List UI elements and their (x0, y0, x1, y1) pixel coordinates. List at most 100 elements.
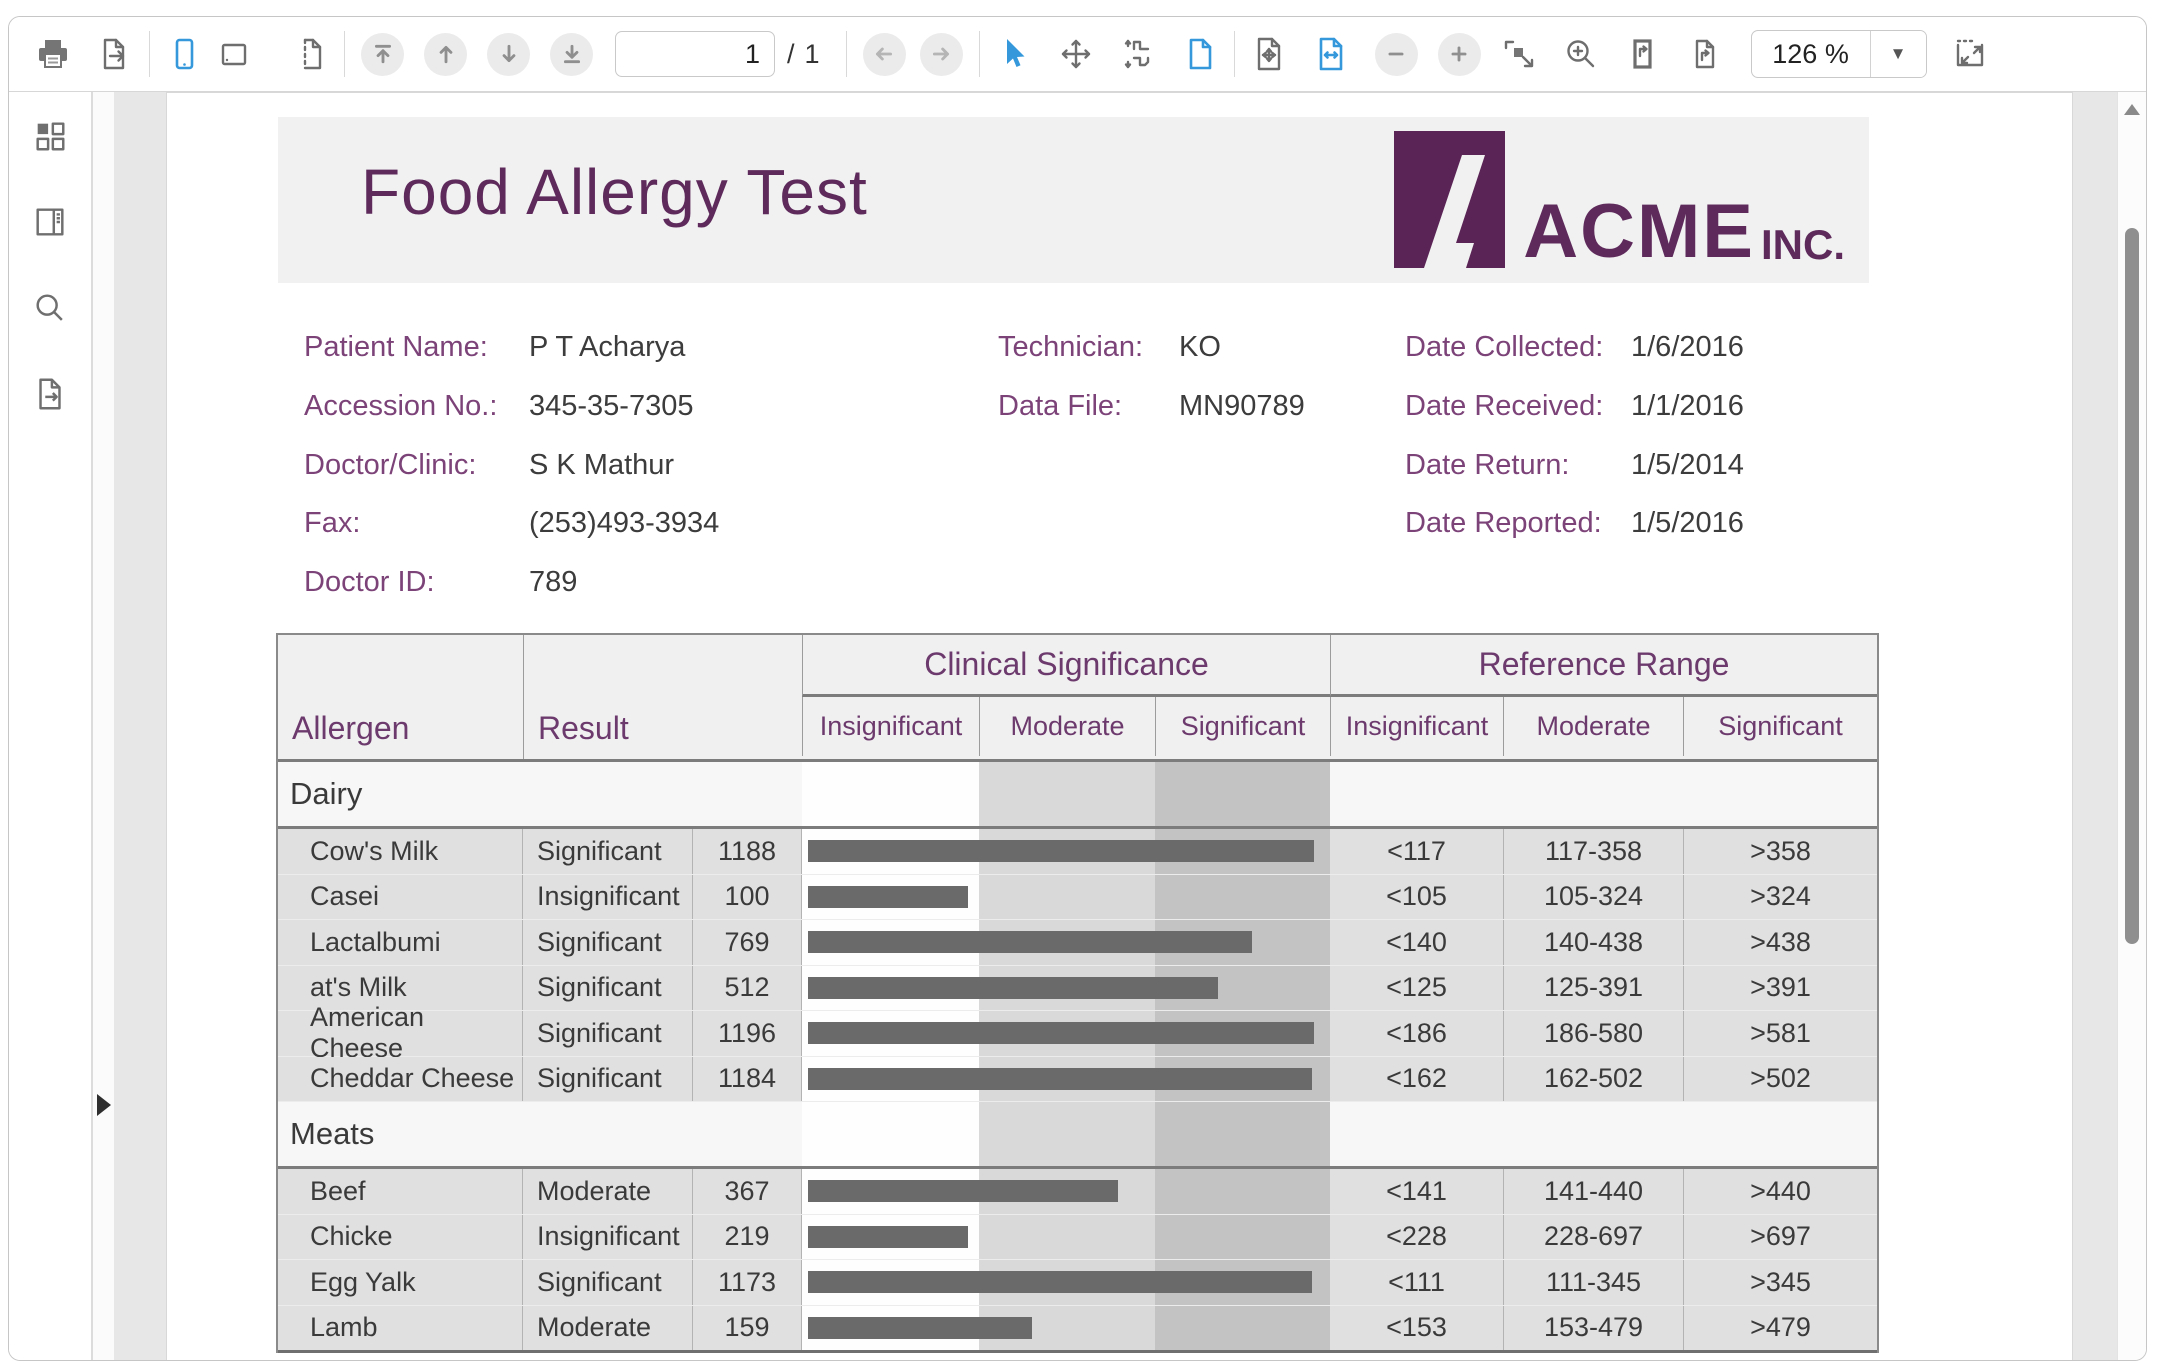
info-label: Date Reported: (1405, 507, 1602, 540)
info-label: Data File: (998, 389, 1123, 422)
rr-significant-cell: >345 (1683, 1260, 1877, 1305)
back-button[interactable] (862, 32, 906, 76)
magnifier-button[interactable] (1563, 36, 1599, 72)
two-page-view-button[interactable] (216, 36, 252, 72)
two-page-view-icon (221, 43, 247, 66)
allergen-cell: Cheddar Cheese (278, 1056, 523, 1101)
allergy-table: Clinical Significance Reference Range In… (276, 633, 1879, 1353)
rr-significant-cell: >697 (1683, 1214, 1877, 1259)
rr-insignificant-cell: <105 (1330, 874, 1503, 919)
portrait-orientation-button[interactable] (1625, 36, 1661, 72)
page-number-input[interactable] (615, 31, 775, 77)
info-value: P T Acharya (529, 331, 686, 363)
info-mid-labels: Technician: Data File: (998, 331, 1143, 449)
info-label: Date Received: (1405, 389, 1604, 422)
info-label: Date Collected: (1405, 331, 1604, 363)
info-value: 1/1/2016 (1631, 389, 1744, 422)
result-cell: Insignificant (523, 1214, 693, 1259)
subheader-moderate: Moderate (1503, 697, 1683, 756)
table-group-row: Meats (278, 1102, 1877, 1169)
zoom-combobox[interactable]: 126 % ▼ (1750, 30, 1927, 78)
sidebar-export-button[interactable] (26, 370, 74, 418)
toolbar-separator (149, 31, 150, 77)
allergen-cell: Beef (278, 1169, 523, 1214)
page-outline-button[interactable] (1182, 36, 1218, 72)
info-value: (253)493-3934 (529, 507, 720, 540)
report-header-band: Food Allergy Test ACME INC. (278, 117, 1869, 283)
result-cell: Significant (523, 965, 693, 1010)
first-page-button[interactable] (361, 32, 404, 76)
magnifier-icon (1566, 40, 1594, 68)
zoom-out-button[interactable] (1374, 32, 1418, 76)
info-label: Technician: (998, 331, 1144, 363)
table-group-row: Dairy (278, 762, 1877, 829)
continuous-view-button[interactable] (292, 36, 328, 72)
significance-bar-track (808, 1169, 1324, 1214)
significance-bar (808, 1271, 1313, 1294)
rr-moderate-cell: 162-502 (1503, 1056, 1683, 1101)
page-orientation-button[interactable] (1687, 36, 1723, 72)
scrollbar-thumb[interactable] (2125, 228, 2139, 944)
vertical-scrollbar[interactable] (2117, 92, 2146, 1360)
single-page-view-button[interactable] (166, 36, 202, 72)
splitter-expand-icon[interactable] (97, 1094, 111, 1116)
allergen-cell: Casei (278, 874, 523, 919)
info-value: 789 (529, 566, 578, 599)
zoom-level: 126 % (1772, 38, 1849, 69)
significance-bar-track (808, 966, 1324, 1011)
allergen-cell: at's Milk (278, 965, 523, 1010)
rr-insignificant-cell: <125 (1330, 965, 1503, 1010)
rr-moderate-cell: 140-438 (1503, 920, 1683, 965)
rr-significant-cell: >479 (1683, 1305, 1877, 1350)
info-value: MN90789 (1179, 389, 1305, 422)
last-page-icon (563, 44, 580, 64)
panel-splitter[interactable] (93, 92, 114, 1360)
snap-guides-button[interactable] (1120, 36, 1156, 72)
last-page-button[interactable] (550, 32, 593, 76)
zoom-out-icon (1388, 52, 1404, 56)
info-label: Date Return: (1405, 448, 1570, 481)
significance-bar-track (808, 920, 1324, 965)
result-cell: Significant (523, 829, 693, 874)
info-right-values: 1/6/2016 1/1/2016 1/5/2014 1/5/2016 (1631, 331, 1744, 566)
page-outline-icon (1189, 38, 1211, 70)
scroll-up-icon[interactable] (2124, 104, 2140, 115)
sidebar-search-button[interactable] (26, 284, 74, 332)
sidebar-document-map-button[interactable] (26, 198, 74, 246)
info-value: KO (1179, 331, 1221, 363)
next-page-button[interactable] (487, 32, 530, 76)
group-label: Dairy (290, 776, 363, 811)
rr-insignificant-cell: <140 (1330, 920, 1503, 965)
zoom-in-button[interactable] (1437, 32, 1481, 76)
value-cell: 1184 (693, 1056, 802, 1101)
rr-significant-cell: >438 (1683, 920, 1877, 965)
value-cell: 100 (693, 874, 802, 919)
table-row: Cheddar Cheese Significant 1184 <162 162… (278, 1056, 1877, 1102)
zoom-to-width-button[interactable] (1313, 36, 1349, 72)
pan-tool-button[interactable] (1058, 36, 1094, 72)
rr-insignificant-cell: <153 (1330, 1305, 1503, 1350)
subheader-significant: Significant (1683, 697, 1877, 756)
table-row: Chicke Insignificant 219 <228 228-697 >6… (278, 1214, 1877, 1260)
forward-button[interactable] (919, 32, 963, 76)
export-icon (39, 378, 61, 410)
value-cell: 159 (693, 1305, 802, 1350)
zoom-dropdown-button[interactable]: ▼ (1869, 31, 1926, 77)
zoom-selection-button[interactable] (1501, 36, 1537, 72)
zoom-selection-icon (1504, 40, 1533, 68)
zoom-to-page-button[interactable] (1251, 36, 1287, 72)
logo-text: ACME (1523, 188, 1755, 274)
page-total: 1 (804, 38, 820, 69)
significance-bar (808, 1180, 1118, 1203)
rr-moderate-cell: 125-391 (1503, 965, 1683, 1010)
previous-page-button[interactable] (424, 32, 467, 76)
print-button[interactable] (35, 36, 71, 72)
significance-bar-track (808, 1306, 1324, 1351)
table-row: Beef Moderate 367 <141 141-440 >440 (278, 1169, 1877, 1215)
result-cell: Significant (523, 1011, 693, 1056)
export-document-button[interactable] (97, 36, 133, 72)
select-tool-button[interactable] (996, 36, 1032, 72)
fullscreen-button[interactable] (1953, 36, 1989, 72)
sidebar-thumbnails-button[interactable] (26, 112, 74, 160)
significance-bar-track (808, 875, 1324, 920)
